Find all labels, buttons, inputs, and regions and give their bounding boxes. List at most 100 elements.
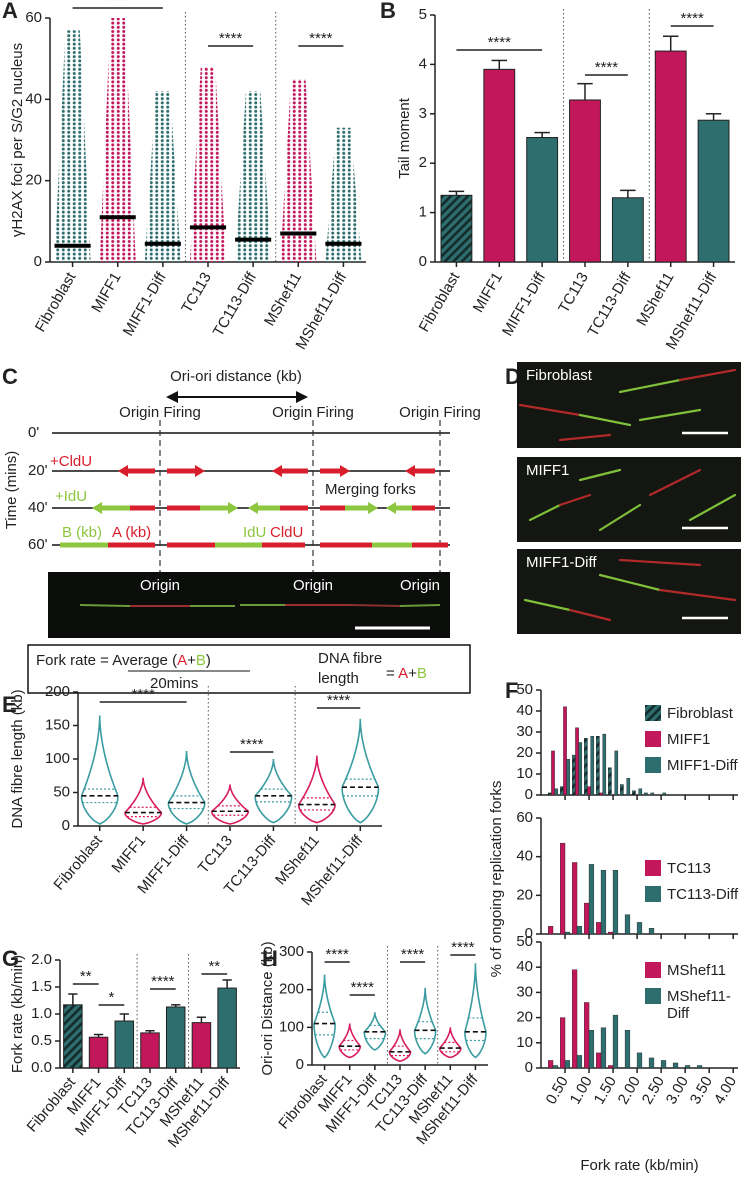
y-tick-label: 0: [525, 786, 533, 803]
significance-label: ****: [680, 10, 704, 27]
fork-head: [368, 502, 378, 514]
y-tick-label: 100: [45, 750, 70, 767]
y-tick-label: 60: [516, 809, 533, 826]
histogram-bar: [636, 1052, 643, 1069]
violin: [388, 1029, 412, 1063]
bar: [165, 1006, 186, 1069]
formula-text: ): [206, 652, 211, 669]
histogram-bar: [596, 922, 602, 935]
fork-head: [386, 502, 396, 514]
cldu-pulse: +CldU: [50, 453, 92, 470]
significance-label: ****: [151, 973, 175, 990]
fork-head: [272, 465, 282, 477]
micrograph: [517, 549, 741, 634]
bar: [697, 119, 730, 263]
fibre-length-formula: = A+B: [386, 665, 427, 682]
formula-b: B: [417, 665, 427, 682]
formula-b: B: [196, 652, 206, 669]
arrow-head: [296, 391, 308, 403]
legend-swatch: [645, 705, 661, 721]
formula-text: Fork rate =: [36, 652, 109, 669]
y-tick-label: 2: [419, 154, 427, 171]
x-axis-label: Fork rate (kb/min): [580, 1157, 698, 1174]
histogram-bar: [566, 759, 571, 796]
segment-a-label: A (kb): [112, 524, 151, 541]
histogram-bar: [560, 786, 564, 796]
fork-head: [228, 502, 238, 514]
y-tick-label: 0: [296, 1056, 304, 1073]
significance-label: ****: [240, 736, 264, 753]
y-tick-label: 4: [419, 55, 427, 72]
fork-head: [248, 502, 258, 514]
cldu-label: CldU: [270, 524, 303, 541]
time-axis-label: Time (mins): [3, 451, 20, 530]
significance-label: ****: [131, 686, 155, 703]
y-tick-label: 50: [53, 783, 70, 800]
histogram-bar: [572, 754, 576, 796]
origin-firing-label: Origin Firing: [272, 404, 354, 421]
significance-label: ****: [351, 979, 375, 996]
x-tick-label: TC113: [178, 269, 215, 316]
formula-text: +: [408, 665, 417, 682]
panel-label: A: [2, 0, 18, 23]
histogram-bar: [548, 1060, 554, 1069]
y-tick-label: 50: [516, 933, 533, 950]
violin: [464, 963, 487, 1059]
legend-label: MIFF1-Diff: [667, 757, 738, 774]
x-tick-label: 3.00: [663, 1073, 692, 1107]
histogram-bar: [612, 1014, 619, 1069]
histogram-bar: [560, 1017, 566, 1069]
x-tick-label: Fibroblast: [416, 269, 464, 335]
bar: [440, 194, 473, 263]
formula-a: A: [398, 665, 408, 682]
x-tick-label: MIFF1: [108, 832, 149, 876]
violin: [167, 750, 206, 825]
histogram-bar: [684, 1065, 691, 1069]
histogram-bar: [590, 736, 595, 796]
y-tick-label: 0: [525, 1059, 533, 1076]
y-tick-label: 1.0: [31, 1005, 52, 1022]
fork-head: [195, 465, 205, 477]
panel-c: C Ori-ori distance (kb) Origin Firing Or…: [2, 364, 481, 694]
histogram-bar: [576, 1055, 583, 1069]
histogram-bar: [650, 792, 655, 796]
histogram-bar: [648, 1057, 655, 1069]
micrograph-label: MIFF1: [526, 462, 569, 479]
x-tick-label: 0.50: [543, 1073, 572, 1107]
timepoint: 0': [28, 424, 39, 441]
histogram-bar: [636, 922, 643, 935]
histogram-bar: [560, 842, 566, 935]
y-tick-label: 200: [279, 981, 304, 998]
y-tick-label: 3: [419, 105, 427, 122]
image-origin-label: Origin: [293, 577, 333, 594]
histogram-bar: [648, 928, 655, 935]
idu-label: IdU: [243, 524, 266, 541]
legend-swatch: [645, 860, 661, 876]
fork-head: [118, 465, 128, 477]
x-tick-label: 2.00: [615, 1073, 644, 1107]
y-axis-label: % of ongoing replication forks: [488, 781, 505, 978]
y-tick-label: 0: [525, 925, 533, 942]
histogram-bar: [578, 742, 583, 796]
significance-label: **: [80, 968, 92, 985]
x-tick-label: TC113: [555, 269, 592, 316]
histogram-bar: [588, 1029, 595, 1069]
bar: [654, 50, 687, 263]
violin: [297, 755, 336, 824]
x-tick-label: TC113-Diff: [210, 269, 261, 340]
y-tick-label: 0.5: [31, 1032, 52, 1049]
dot-cloud: [325, 127, 362, 262]
formula-box: [27, 644, 471, 694]
x-tick-label: 3.50: [687, 1073, 716, 1107]
bar: [569, 99, 601, 263]
image-origin-label: Origin: [140, 577, 180, 594]
panel-label: B: [380, 0, 396, 23]
histogram-bar: [626, 778, 631, 796]
dot-cloud: [235, 91, 272, 262]
x-tick-label: MIFF1-Diff: [499, 269, 549, 339]
significance-label: ****: [219, 30, 243, 47]
dot-cloud: [99, 18, 136, 262]
histogram-bar: [554, 788, 559, 796]
fork-head: [340, 465, 350, 477]
